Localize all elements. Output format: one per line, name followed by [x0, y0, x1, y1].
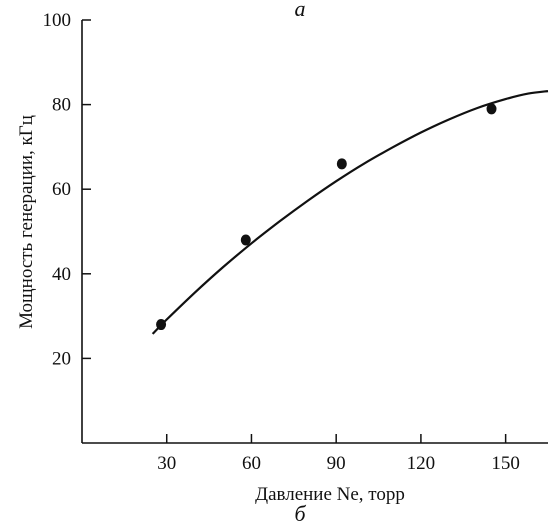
y-tick-label: 80: [52, 95, 71, 116]
x-tick-label: 60: [242, 453, 261, 474]
data-point: [486, 103, 497, 115]
x-axis-label: Давление Ne, торр: [255, 484, 405, 505]
data-point: [156, 319, 167, 331]
x-tick-label: 120: [407, 453, 436, 474]
x-tick-label: 30: [157, 453, 176, 474]
data-points-layer: [156, 103, 497, 331]
y-tick-label: 40: [52, 264, 71, 285]
top-panel-label: а: [295, 0, 306, 21]
x-tick-label: 150: [491, 453, 520, 474]
fit-curve-layer: [151, 90, 549, 335]
bottom-panel-label: б: [294, 501, 306, 523]
data-point: [336, 158, 347, 170]
x-tick-label: 90: [327, 453, 346, 474]
fit-curve: [151, 90, 549, 335]
y-tick-label: 60: [52, 179, 71, 200]
axes: 20 40 60 80 100 30 60 90 120 150: [43, 10, 548, 474]
y-axis-label: Мощность генерации, кГц: [16, 115, 37, 329]
y-tick-label: 20: [52, 348, 71, 369]
y-tick-label: 100: [43, 10, 72, 31]
data-point: [240, 234, 251, 246]
